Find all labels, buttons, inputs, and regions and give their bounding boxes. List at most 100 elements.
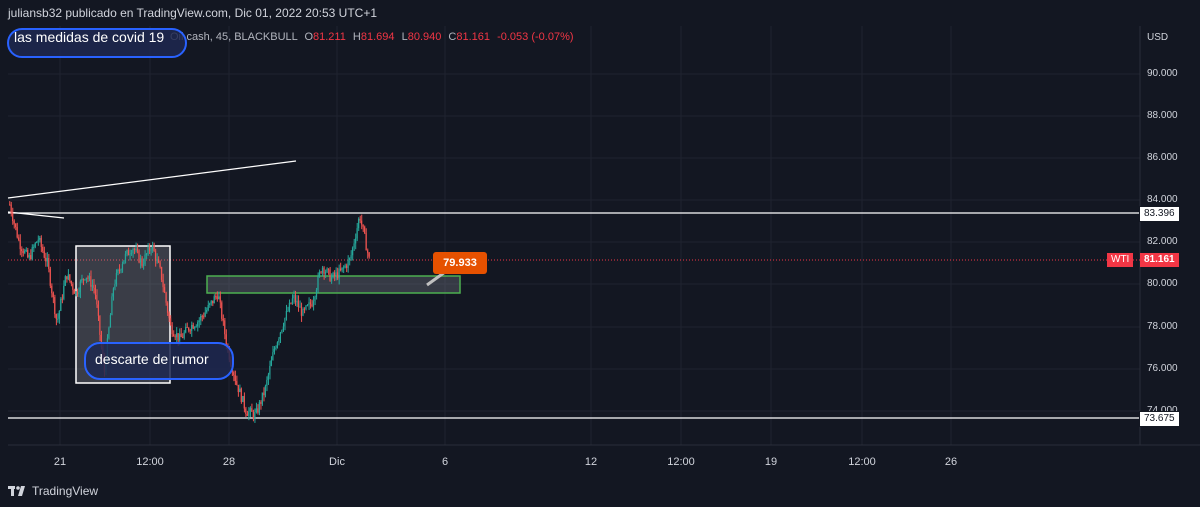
candle-body: [204, 312, 206, 317]
candle-body: [160, 267, 163, 280]
candle-body: [203, 316, 205, 318]
candle-body: [27, 250, 29, 258]
supply-zone[interactable]: [206, 275, 461, 294]
candle-body: [156, 259, 158, 261]
candle-body: [261, 392, 263, 404]
candle-body: [309, 302, 312, 305]
candle-body: [43, 251, 45, 258]
candle-body: [192, 324, 194, 329]
candle-body: [297, 300, 300, 308]
tradingview-brand: TradingView: [32, 484, 99, 498]
candle-body: [351, 247, 354, 256]
covid-note-bubble[interactable]: [7, 28, 187, 58]
candle-body: [15, 223, 17, 228]
candle-body: [234, 375, 236, 381]
rumor-note-bubble[interactable]: [84, 342, 234, 380]
time-tick: 19: [764, 456, 778, 468]
candle-body: [141, 258, 143, 266]
time-tick: 12: [584, 456, 598, 468]
candle-body: [224, 320, 226, 335]
candle-body: [339, 268, 342, 271]
candle-body: [207, 305, 209, 310]
candle-body: [16, 227, 18, 238]
low-label: L: [401, 31, 408, 43]
candle-body: [180, 333, 182, 338]
candle-body: [290, 302, 292, 304]
candle-body: [75, 291, 77, 294]
open-label: O: [304, 31, 314, 43]
candle-body: [49, 268, 51, 286]
candle-body: [303, 308, 306, 310]
candle-body: [51, 285, 53, 294]
candle-body: [251, 408, 253, 412]
candle-body: [10, 204, 12, 214]
candle-body: [33, 246, 35, 248]
price-note-tag[interactable]: 79.933: [433, 252, 487, 274]
candle-body: [344, 265, 346, 268]
candle-body: [165, 292, 167, 303]
candle-body: [30, 255, 32, 260]
candle-body: [72, 284, 74, 290]
candle-body: [269, 365, 271, 375]
candle-body: [186, 327, 188, 329]
candle-body: [273, 348, 275, 353]
candle-body: [243, 396, 245, 409]
candle-body: [66, 276, 68, 280]
open-value: 81.211: [313, 31, 346, 43]
candle-body: [345, 265, 348, 269]
candle-body: [76, 291, 78, 295]
candle-body: [267, 374, 269, 380]
candle-body: [237, 384, 239, 393]
candle-body: [321, 267, 324, 273]
candle-body: [162, 279, 164, 288]
candle-body: [236, 380, 238, 385]
candle-body: [130, 253, 133, 255]
candle-body: [263, 392, 265, 396]
tradingview-footer[interactable]: TradingView: [8, 484, 98, 498]
candle-body: [178, 333, 181, 341]
high-value: 81.694: [360, 31, 395, 43]
candle-body: [28, 255, 30, 258]
candle-body: [67, 274, 69, 280]
candle-body: [94, 287, 96, 296]
candle-body: [172, 334, 175, 337]
trend-line-short[interactable]: [7, 211, 65, 219]
candle-body: [181, 337, 184, 339]
candle-body: [299, 306, 301, 308]
price-tick: 74.000: [1147, 405, 1178, 416]
candle-body: [18, 237, 20, 241]
candle-body: [363, 226, 366, 234]
candle-body: [279, 332, 281, 339]
candle-body: [70, 280, 72, 285]
candle-body: [368, 252, 370, 257]
candle-body: [136, 248, 139, 251]
candle-body: [87, 277, 89, 279]
candle-body: [46, 257, 48, 262]
grid-vertical: [59, 26, 952, 445]
candle-body: [129, 254, 131, 256]
candle-body: [329, 269, 331, 282]
candle-body: [123, 260, 125, 264]
candle-body: [73, 289, 75, 294]
candle-body: [200, 316, 202, 321]
candle-body: [338, 268, 340, 279]
candle-body: [133, 248, 136, 251]
candle-body: [117, 269, 119, 274]
candle-body: [318, 271, 321, 276]
candle-body: [275, 347, 277, 349]
candle-body: [354, 238, 357, 244]
candle-body: [222, 318, 224, 321]
candle-body: [61, 298, 63, 300]
candle-body: [175, 333, 178, 338]
candle-body: [9, 204, 11, 206]
candle-body: [25, 250, 27, 252]
trend-line[interactable]: [7, 160, 297, 199]
candle-body: [296, 300, 298, 303]
tradingview-logo-icon: [8, 486, 25, 496]
candle-body: [348, 258, 351, 261]
time-tick: 6: [441, 456, 449, 468]
candle-body: [264, 385, 266, 396]
candle-body: [284, 318, 286, 327]
candle-body: [356, 228, 358, 239]
